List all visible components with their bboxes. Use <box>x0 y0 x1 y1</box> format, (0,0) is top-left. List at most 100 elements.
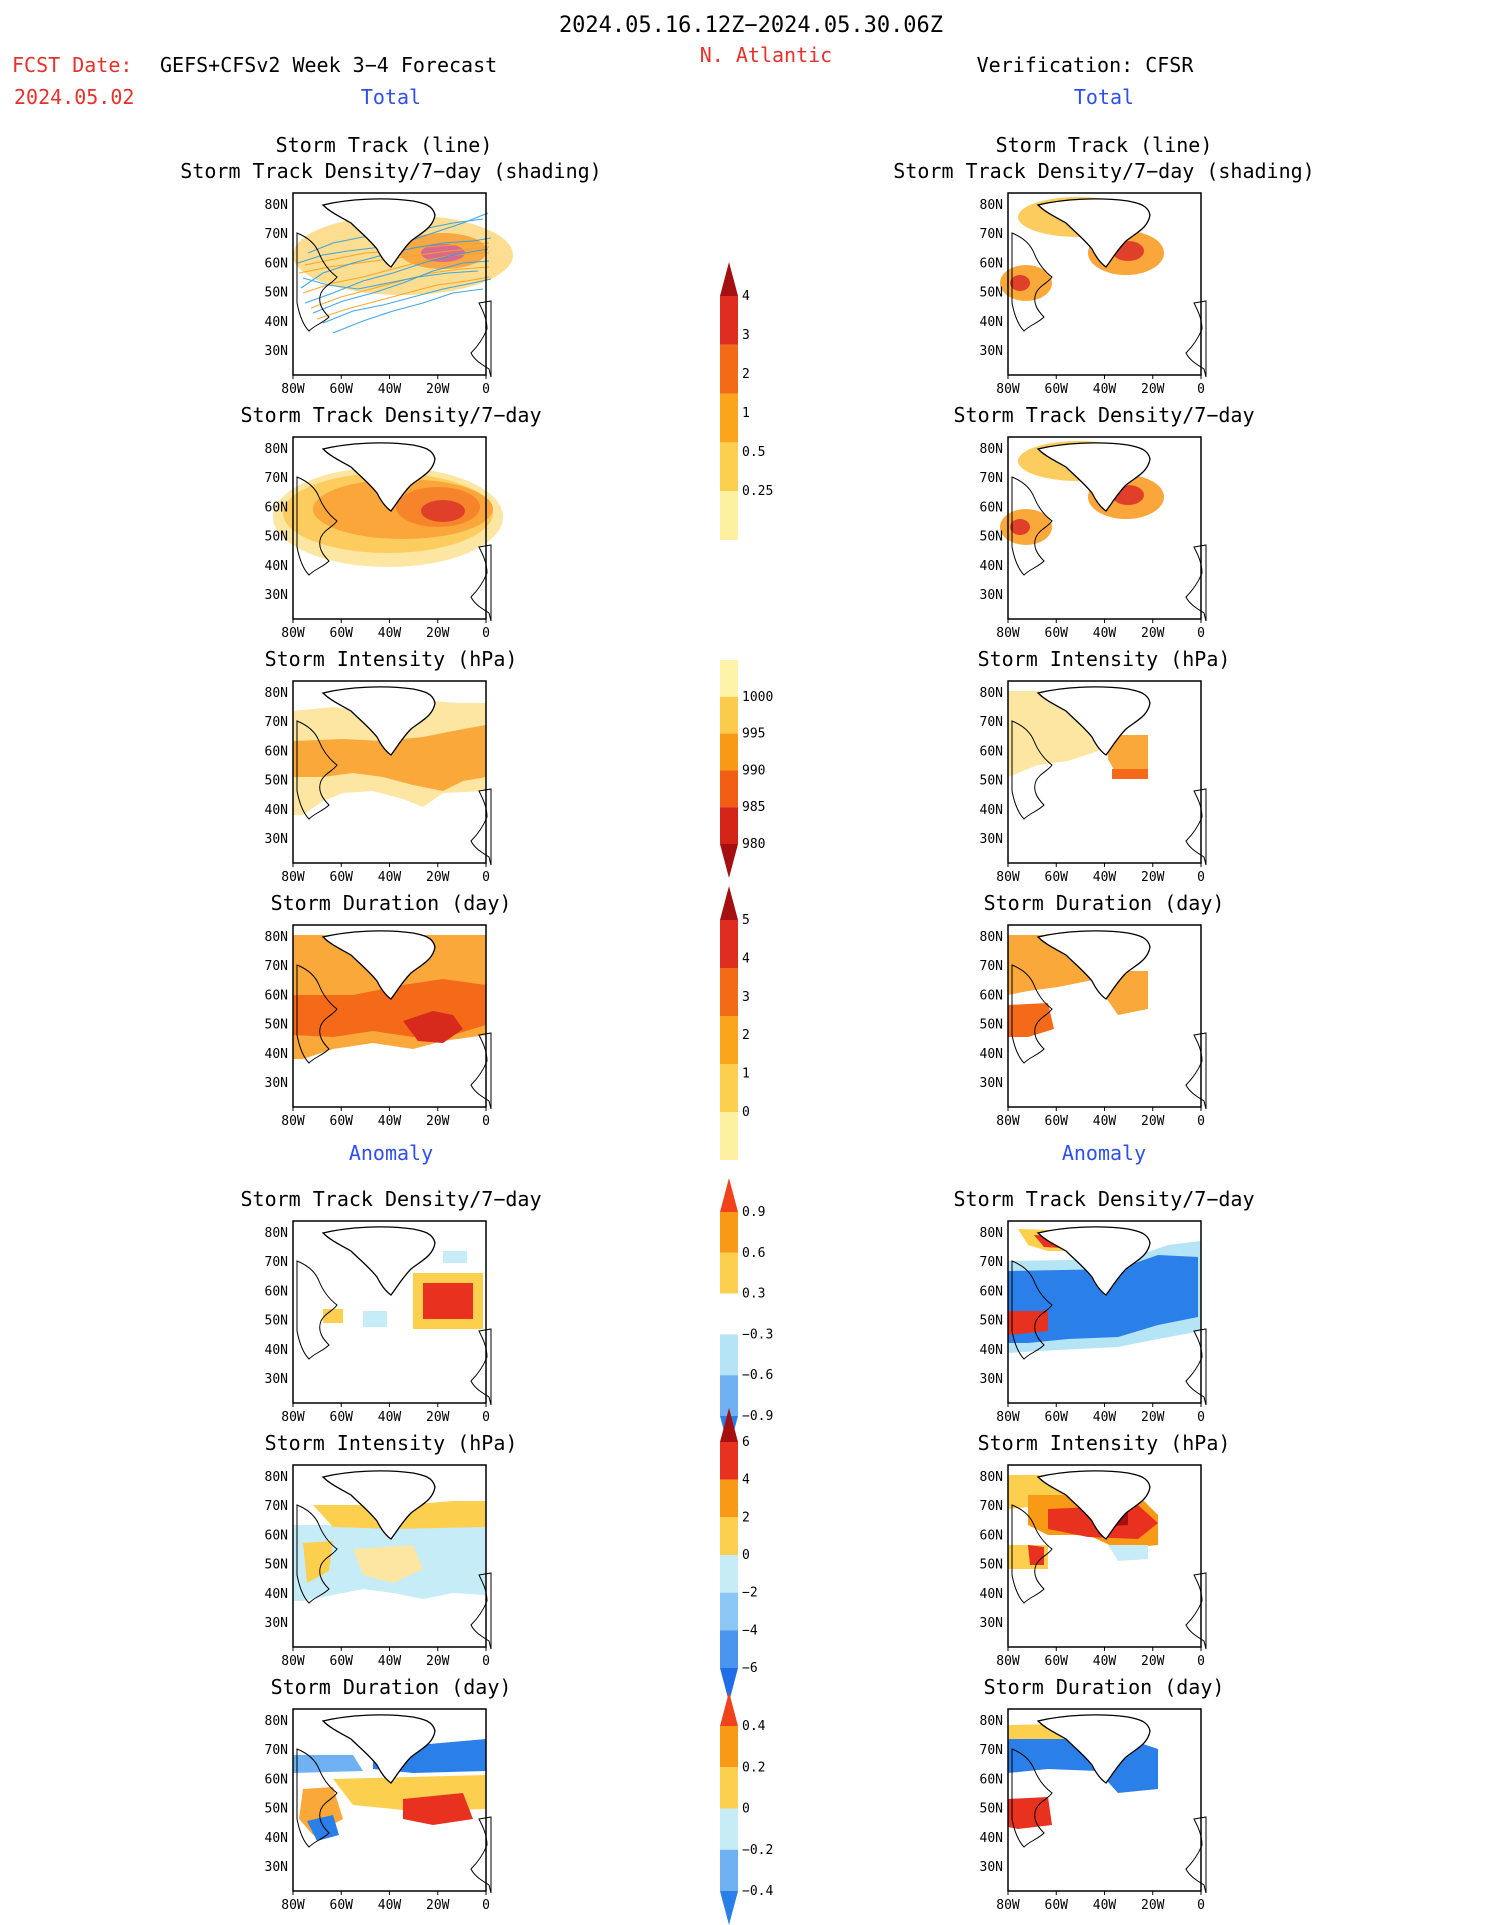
lat-tick-label: 40N <box>265 1047 288 1062</box>
colorbar-label: −0.6 <box>742 1368 773 1383</box>
lat-tick-label: 30N <box>980 1372 1003 1387</box>
title-density-total-left: Storm Track Density/7−day <box>240 403 541 427</box>
lon-tick-label: 60W <box>1045 1654 1069 1669</box>
lon-tick-label: 20W <box>426 626 450 641</box>
lon-tick-label: 20W <box>426 1898 450 1913</box>
title-duration-anom-left: Storm Duration (day) <box>271 1675 512 1699</box>
lon-tick-label: 80W <box>281 1898 305 1913</box>
colorbar-swatch <box>720 1112 738 1160</box>
lon-tick-label: 60W <box>1045 1410 1069 1425</box>
lon-tick-label: 80W <box>281 1410 305 1425</box>
colorbar-swatch <box>720 968 738 1016</box>
lat-tick-label: 70N <box>980 227 1003 242</box>
colorbar-swatch <box>720 1555 738 1593</box>
colorbar-label: −0.3 <box>742 1327 773 1342</box>
lat-tick-label: 80N <box>980 442 1003 457</box>
colorbar-density-total: 43210.50.25 <box>720 262 773 540</box>
lon-tick-label: 40W <box>378 382 402 397</box>
title-track-line-left: Storm Track (line) <box>276 133 493 157</box>
lon-tick-label: 40W <box>1093 1654 1117 1669</box>
colorbar-label: 1000 <box>742 690 773 705</box>
lon-tick-label: 0 <box>1197 1114 1205 1129</box>
lat-tick-label: 40N <box>980 1587 1003 1602</box>
lon-tick-label: 40W <box>1093 1410 1117 1425</box>
lon-tick-label: 0 <box>1197 1898 1205 1913</box>
lat-tick-label: 70N <box>980 715 1003 730</box>
colorbar-swatch <box>720 491 738 540</box>
colorbar-label: 0.25 <box>742 484 773 499</box>
lat-tick-label: 30N <box>980 344 1003 359</box>
lon-tick-label: 40W <box>1093 1898 1117 1913</box>
lat-tick-label: 30N <box>265 1372 288 1387</box>
lon-tick-label: 20W <box>426 1114 450 1129</box>
lat-tick-label: 70N <box>980 1499 1003 1514</box>
lat-tick-label: 30N <box>265 1860 288 1875</box>
lat-tick-label: 80N <box>265 1226 288 1241</box>
lon-tick-label: 0 <box>482 382 490 397</box>
lon-tick-label: 80W <box>281 626 305 641</box>
lon-tick-label: 80W <box>281 870 305 885</box>
colorbar-swatch <box>720 394 738 443</box>
lon-tick-label: 0 <box>1197 626 1205 641</box>
lon-tick-label: 80W <box>996 1114 1020 1129</box>
lon-tick-label: 20W <box>1141 1114 1165 1129</box>
colorbar-label: 985 <box>742 800 765 815</box>
colorbar-swatch <box>720 1294 738 1335</box>
lat-tick-label: 30N <box>265 588 288 603</box>
lon-tick-label: 80W <box>281 382 305 397</box>
colorbar-arrow-top <box>720 1178 738 1212</box>
lat-tick-label: 60N <box>265 1528 288 1543</box>
map-intensity-total-left <box>293 681 491 865</box>
lat-tick-label: 60N <box>980 988 1003 1003</box>
lat-tick-label: 50N <box>980 286 1003 301</box>
lat-tick-label: 60N <box>980 1284 1003 1299</box>
lon-tick-label: 80W <box>996 870 1020 885</box>
title-intensity-anom-left: Storm Intensity (hPa) <box>265 1431 518 1455</box>
lat-tick-label: 30N <box>980 1076 1003 1091</box>
lon-tick-label: 40W <box>1093 382 1117 397</box>
map-duration-total-left <box>293 925 491 1109</box>
lon-tick-label: 60W <box>330 1654 354 1669</box>
lon-tick-label: 0 <box>482 1410 490 1425</box>
colorbar-label: 0.5 <box>742 445 765 460</box>
colorbar-swatch <box>720 1442 738 1480</box>
colorbar-label: −0.9 <box>742 1409 773 1424</box>
lon-tick-label: 20W <box>1141 1898 1165 1913</box>
lat-tick-label: 80N <box>265 1714 288 1729</box>
anomaly-label-right: Anomaly <box>1062 1141 1146 1165</box>
colorbar-label: 0 <box>742 1802 750 1817</box>
fcst-date: 2024.05.02 <box>14 85 134 109</box>
lat-tick-label: 70N <box>265 471 288 486</box>
lat-tick-label: 30N <box>980 588 1003 603</box>
lon-tick-label: 20W <box>426 1410 450 1425</box>
fcst-date-label: FCST Date: <box>12 53 132 77</box>
lon-tick-label: 60W <box>1045 382 1069 397</box>
colorbar-swatch <box>720 697 738 734</box>
colorbar-label: 980 <box>742 837 765 852</box>
title-duration-total-left: Storm Duration (day) <box>271 891 512 915</box>
lon-tick-label: 0 <box>1197 382 1205 397</box>
lon-tick-label: 60W <box>330 1410 354 1425</box>
map-duration-anom-left <box>293 1709 491 1893</box>
colorbar-label: −0.2 <box>742 1843 773 1858</box>
colorbar-label: 0 <box>742 1548 750 1563</box>
lat-tick-label: 80N <box>980 198 1003 213</box>
total-label-left: Total <box>361 85 421 109</box>
lat-tick-label: 40N <box>980 559 1003 574</box>
map-density-anom-left <box>293 1221 491 1405</box>
title-intensity-total-left: Storm Intensity (hPa) <box>265 647 518 671</box>
colorbar-label: 1 <box>742 406 750 421</box>
lat-tick-label: 50N <box>980 1802 1003 1817</box>
map-duration-anom-right <box>1008 1709 1206 1893</box>
lon-tick-label: 60W <box>330 870 354 885</box>
lat-tick-label: 60N <box>980 1772 1003 1787</box>
fcst-model: GEFS+CFSv2 Week 3−4 Forecast <box>160 53 497 77</box>
period-title: 2024.05.16.12Z−2024.05.30.06Z <box>559 13 943 38</box>
colorbar-label: 3 <box>742 328 750 343</box>
lon-tick-label: 20W <box>1141 1410 1165 1425</box>
lon-tick-label: 80W <box>996 1898 1020 1913</box>
colorbar-label: 4 <box>742 951 750 966</box>
map-intensity-anom-left <box>293 1465 491 1649</box>
colorbar-label: 2 <box>742 1510 750 1525</box>
lon-tick-label: 60W <box>330 1114 354 1129</box>
